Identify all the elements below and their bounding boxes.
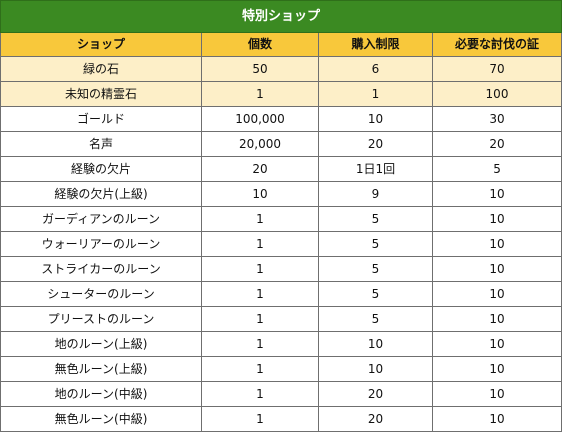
quantity-cell: 10 [201,181,319,207]
required-tokens-cell: 10 [431,381,563,407]
purchase-limit-cell: 5 [318,206,433,232]
item-name-cell: ゴールド [0,106,202,132]
purchase-limit-cell: 5 [318,306,433,332]
quantity-cell: 50 [201,56,319,82]
table-row: 緑の石 50 6 70 [0,56,563,82]
required-tokens-cell: 5 [431,156,563,182]
item-name-cell: 地のルーン(中級) [0,381,202,407]
item-name-cell: ストライカーのルーン [0,256,202,282]
column-header-purchase-limit: 購入制限 [318,32,433,57]
required-tokens-cell: 70 [431,56,563,82]
quantity-cell: 1 [201,331,319,357]
title-row: 特別ショップ [0,0,563,33]
required-tokens-cell: 10 [431,181,563,207]
quantity-cell: 20,000 [201,131,319,157]
quantity-cell: 100,000 [201,106,319,132]
table-row: 経験の欠片(上級) 10 9 10 [0,181,563,207]
required-tokens-cell: 10 [431,256,563,282]
required-tokens-cell: 10 [431,331,563,357]
item-name-cell: 名声 [0,131,202,157]
purchase-limit-cell: 5 [318,281,433,307]
item-name-cell: 無色ルーン(中級) [0,406,202,432]
purchase-limit-cell: 6 [318,56,433,82]
item-name-cell: 緑の石 [0,56,202,82]
table-row: 地のルーン(中級) 1 20 10 [0,381,563,407]
purchase-limit-cell: 20 [318,131,433,157]
item-name-cell: シューターのルーン [0,281,202,307]
table-row: ウォーリアーのルーン 1 5 10 [0,231,563,257]
item-name-cell: 未知の精霊石 [0,81,202,107]
quantity-cell: 20 [201,156,319,182]
purchase-limit-cell: 9 [318,181,433,207]
table-title: 特別ショップ [0,0,563,33]
table-row: 未知の精霊石 1 1 100 [0,81,563,107]
item-name-cell: ウォーリアーのルーン [0,231,202,257]
quantity-cell: 1 [201,306,319,332]
required-tokens-cell: 10 [431,206,563,232]
required-tokens-cell: 10 [431,231,563,257]
purchase-limit-cell: 20 [318,406,433,432]
quantity-cell: 1 [201,256,319,282]
table-row: ゴールド 100,000 10 30 [0,106,563,132]
quantity-cell: 1 [201,381,319,407]
table-body: 緑の石 50 6 70 未知の精霊石 1 1 100 ゴールド 100,000 10 30 名声 20,0… [0,56,563,432]
column-header-quantity: 個数 [201,32,319,57]
required-tokens-cell: 30 [431,106,563,132]
quantity-cell: 1 [201,81,319,107]
required-tokens-cell: 20 [431,131,563,157]
purchase-limit-cell: 10 [318,331,433,357]
item-name-cell: 経験の欠片 [0,156,202,182]
required-tokens-cell: 10 [431,306,563,332]
table-row: ストライカーのルーン 1 5 10 [0,256,563,282]
purchase-limit-cell: 10 [318,106,433,132]
required-tokens-cell: 10 [431,356,563,382]
table-row: プリーストのルーン 1 5 10 [0,306,563,332]
table-row: ガーディアンのルーン 1 5 10 [0,206,563,232]
purchase-limit-cell: 1日1回 [318,156,433,182]
purchase-limit-cell: 20 [318,381,433,407]
table-row: 無色ルーン(中級) 1 20 10 [0,406,563,432]
column-header-required-tokens: 必要な討伐の証 [431,32,563,57]
purchase-limit-cell: 10 [318,356,433,382]
quantity-cell: 1 [201,406,319,432]
item-name-cell: プリーストのルーン [0,306,202,332]
header-row: ショップ 個数 購入制限 必要な討伐の証 [0,32,563,57]
quantity-cell: 1 [201,356,319,382]
table-row: シューターのルーン 1 5 10 [0,281,563,307]
table-row: 経験の欠片 20 1日1回 5 [0,156,563,182]
required-tokens-cell: 100 [431,81,563,107]
quantity-cell: 1 [201,281,319,307]
purchase-limit-cell: 1 [318,81,433,107]
required-tokens-cell: 10 [431,406,563,432]
item-name-cell: ガーディアンのルーン [0,206,202,232]
item-name-cell: 地のルーン(上級) [0,331,202,357]
table-row: 地のルーン(上級) 1 10 10 [0,331,563,357]
column-header-shop: ショップ [0,32,202,57]
quantity-cell: 1 [201,231,319,257]
purchase-limit-cell: 5 [318,256,433,282]
required-tokens-cell: 10 [431,281,563,307]
item-name-cell: 経験の欠片(上級) [0,181,202,207]
table-row: 無色ルーン(上級) 1 10 10 [0,356,563,382]
quantity-cell: 1 [201,206,319,232]
item-name-cell: 無色ルーン(上級) [0,356,202,382]
purchase-limit-cell: 5 [318,231,433,257]
table-row: 名声 20,000 20 20 [0,131,563,157]
